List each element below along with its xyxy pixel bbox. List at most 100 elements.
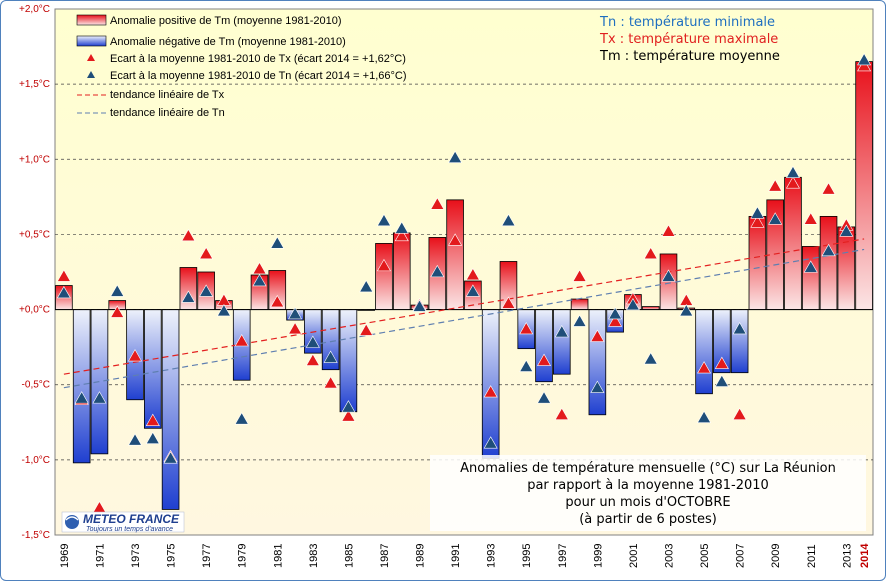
bar-positive (570, 298, 589, 310)
marker-tn (412, 299, 427, 312)
trend-line-tx (63, 238, 865, 375)
marker-tn (181, 290, 196, 303)
bar-negative (161, 309, 180, 510)
marker-tx (323, 376, 338, 389)
marker-tn (145, 431, 160, 444)
bar-negative (535, 309, 553, 383)
marker-tx (465, 267, 480, 281)
y-tick-label: +1,5°C (19, 79, 50, 90)
bar-negative (144, 309, 162, 429)
annotation-background (430, 455, 866, 531)
marker-tx (803, 212, 818, 225)
marker-tn (643, 352, 658, 365)
x-tick-label: 2013 (841, 544, 853, 568)
x-tick-label: 2003 (664, 544, 676, 568)
marker-tn (501, 213, 516, 227)
x-tick-label: 1989 (415, 544, 427, 568)
marker-tn (359, 279, 374, 293)
marker-tn (768, 212, 783, 225)
x-tick-label: 1983 (308, 544, 320, 568)
marker-tx (785, 176, 800, 189)
marker-tx (661, 224, 676, 237)
x-tick-label: 1975 (166, 544, 178, 568)
x-tick-label: 1979 (237, 544, 249, 568)
logo-tagline: Toujours un temps d'avance (86, 526, 173, 533)
bar-positive (748, 215, 767, 310)
marker-tx (145, 413, 160, 426)
legend-tx-triangle-icon (87, 54, 95, 61)
x-tick-label: 2014 (859, 543, 871, 568)
marker-tx (376, 258, 391, 272)
marker-tx (554, 407, 569, 420)
marker-tx (110, 305, 125, 318)
x-tick-label: 1999 (592, 544, 604, 568)
marker-tn (519, 359, 534, 372)
annotation-line-1: Anomalies de température mensuelle (°C) … (460, 461, 836, 476)
x-tick-label: 1993 (486, 544, 498, 568)
marker-tx (199, 246, 214, 260)
marker-tn (163, 451, 178, 464)
marker-tn (572, 314, 587, 327)
marker-tx (181, 228, 196, 242)
x-tick-label: 1985 (343, 544, 355, 568)
marker-tn (128, 433, 143, 446)
x-tick-label: 1977 (201, 544, 213, 568)
bar-positive (659, 253, 678, 310)
marker-tn (590, 380, 605, 393)
x-tick-label: 2011 (806, 544, 818, 568)
marker-tn (199, 284, 214, 297)
y-tick-label: +0,0°C (19, 305, 50, 316)
meteo-france-logo: METEO FRANCE Toujours un temps d'avance (61, 511, 185, 533)
legend-label-tx-trend: tendance linéaire de Tx (110, 89, 225, 101)
y-tick-label: +0,5°C (19, 229, 50, 240)
bar-negative (90, 309, 109, 455)
bar-negative (695, 309, 713, 395)
annotation-line-3: pour un mois d'OCTOBRE (565, 495, 730, 510)
x-tick-label: 1971 (94, 544, 106, 568)
legend-label-tn-trend: tendance linéaire de Tn (110, 107, 225, 119)
marker-tn (394, 221, 409, 234)
bar-positive (784, 176, 802, 310)
logo-name: METEO FRANCE (83, 512, 180, 526)
x-tick-label: 1995 (521, 544, 533, 568)
marker-tn (430, 264, 445, 278)
annotation-line-2: par rapport à la moyenne 1981-2010 (527, 478, 769, 493)
marker-tn (483, 436, 498, 449)
x-tick-label: 1969 (59, 544, 71, 568)
bar-positive (179, 267, 198, 310)
marker-tx (768, 179, 783, 192)
legend-swatch-positive (76, 14, 107, 26)
marker-tn (465, 284, 480, 297)
x-tick-label: 2005 (699, 544, 711, 568)
marker-tn (857, 52, 872, 66)
chart-annotation: Anomalies de température mensuelle (°C) … (430, 455, 866, 531)
x-tick-label: 1987 (379, 544, 391, 568)
y-tick-label: -0,5°C (22, 380, 50, 391)
x-tick-label: 1997 (557, 544, 569, 568)
marker-tn (608, 306, 623, 320)
marker-tn (785, 165, 800, 178)
trend-line-tn (63, 248, 865, 389)
marker-tx (483, 385, 498, 398)
bar-positive (819, 215, 838, 310)
bar-negative (588, 309, 607, 416)
y-tick-label: -1,5°C (22, 530, 50, 541)
triangle-markers (56, 52, 872, 514)
marker-tx (537, 353, 552, 366)
marker-tx (519, 322, 534, 335)
marker-tn (323, 350, 338, 363)
marker-tn (448, 150, 463, 163)
marker-tn (750, 206, 765, 219)
marker-tn (554, 325, 569, 338)
marker-tn (839, 224, 854, 237)
bar-positive (801, 246, 820, 310)
marker-tn (74, 391, 89, 404)
x-tick-label: 2007 (735, 544, 747, 568)
marker-tx (430, 197, 445, 210)
legend-label-positive: Anomalie positive de Tm (moyenne 1981-20… (110, 15, 342, 27)
marker-tx (608, 314, 623, 327)
marker-tx (750, 215, 765, 228)
marker-tx (56, 269, 71, 282)
legend: Anomalie positive de Tm (moyenne 1981-20… (76, 14, 407, 119)
marker-tx (448, 233, 463, 246)
